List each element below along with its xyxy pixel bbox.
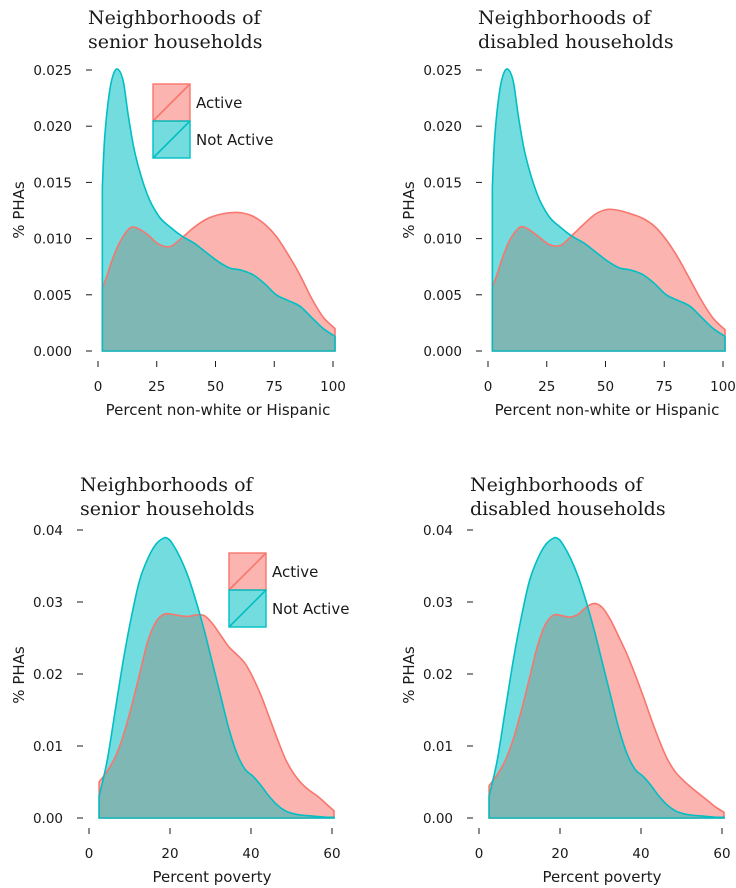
legend: Active Not Active bbox=[228, 552, 349, 628]
y-tick-label: 0.00 bbox=[33, 811, 63, 827]
y-tick-label: 0.01 bbox=[423, 739, 453, 755]
legend-label: Active bbox=[272, 563, 318, 581]
panel-title-line1: Neighborhoods of bbox=[80, 474, 255, 496]
y-tick-label: 0.015 bbox=[423, 175, 462, 191]
panel-title-line2: senior households bbox=[80, 498, 254, 520]
y-tick-label: 0.025 bbox=[33, 63, 72, 79]
y-tick-label: 0.02 bbox=[33, 667, 63, 683]
x-tick-label: 25 bbox=[148, 379, 165, 395]
y-tick-label: 0.005 bbox=[33, 288, 72, 304]
x-tick-label: 60 bbox=[323, 846, 340, 862]
series-overlap-area bbox=[492, 209, 725, 351]
y-tick-label: 0.025 bbox=[423, 63, 462, 79]
x-tick-label: 20 bbox=[161, 846, 178, 862]
x-tick-label: 75 bbox=[266, 379, 283, 395]
legend-key-not-active-line bbox=[152, 120, 191, 159]
x-tick-label: 25 bbox=[538, 379, 555, 395]
series-not-active-line bbox=[491, 68, 726, 352]
x-tick-label: 0 bbox=[85, 846, 94, 862]
y-tick-label: 0.04 bbox=[423, 523, 453, 539]
legend-key-active-line bbox=[152, 83, 191, 122]
x-tick-label: 40 bbox=[632, 846, 649, 862]
series-active-line bbox=[101, 211, 336, 352]
y-tick-label: 0.005 bbox=[423, 288, 462, 304]
y-tick-label: 0.03 bbox=[33, 595, 63, 611]
panel-top-left: Neighborhoods of senior households Perce… bbox=[10, 7, 346, 419]
x-tick-label: 0 bbox=[94, 379, 103, 395]
panel-title-line1: Neighborhoods of bbox=[88, 7, 263, 29]
panel-title-line1: Neighborhoods of bbox=[478, 7, 653, 29]
x-axis-label: Percent poverty bbox=[153, 868, 272, 886]
panel-title-line2: disabled households bbox=[478, 31, 674, 53]
x-tick-label: 75 bbox=[656, 379, 673, 395]
x-axis-label: Percent poverty bbox=[543, 868, 662, 886]
y-tick-label: 0.02 bbox=[423, 667, 453, 683]
legend-key-active-line bbox=[228, 552, 267, 591]
series-overlap-area bbox=[99, 613, 334, 818]
legend-key-not-active-line bbox=[228, 589, 267, 628]
panel-top-right: Neighborhoods of disabled households Per… bbox=[400, 7, 736, 419]
x-axis-label: Percent non-white or Hispanic bbox=[495, 401, 720, 419]
series-active-line bbox=[98, 612, 335, 819]
x-tick-label: 0 bbox=[475, 846, 484, 862]
legend-label: Active bbox=[196, 94, 242, 112]
legend-label: Not Active bbox=[196, 131, 273, 149]
y-tick-label: 0.010 bbox=[33, 232, 72, 248]
legend-label: Not Active bbox=[272, 600, 349, 618]
x-tick-label: 60 bbox=[713, 846, 730, 862]
y-tick-label: 0.000 bbox=[33, 344, 72, 360]
series-active-line bbox=[491, 208, 726, 352]
series-not-active-line bbox=[98, 536, 335, 819]
x-tick-label: 50 bbox=[207, 379, 224, 395]
y-tick-label: 0.00 bbox=[423, 811, 453, 827]
y-tick-label: 0.03 bbox=[423, 595, 453, 611]
panel-title-line2: disabled households bbox=[470, 498, 666, 520]
x-tick-label: 100 bbox=[710, 379, 736, 395]
x-axis-label: Percent non-white or Hispanic bbox=[106, 401, 331, 419]
y-axis-label: % PHAs bbox=[400, 646, 418, 704]
panel-title-line2: senior households bbox=[88, 31, 262, 53]
x-tick-label: 20 bbox=[551, 846, 568, 862]
y-tick-label: 0.015 bbox=[33, 175, 72, 191]
x-tick-label: 100 bbox=[320, 379, 346, 395]
y-tick-label: 0.020 bbox=[423, 119, 462, 135]
series-overlap-area bbox=[102, 212, 335, 351]
y-tick-label: 0.010 bbox=[423, 232, 462, 248]
y-axis-label: % PHAs bbox=[400, 181, 418, 239]
x-tick-label: 50 bbox=[597, 379, 614, 395]
panel-bottom-right: Neighborhoods of disabled households Per… bbox=[400, 474, 731, 886]
y-tick-label: 0.000 bbox=[423, 344, 462, 360]
x-tick-label: 0 bbox=[484, 379, 493, 395]
panel-bottom-left: Neighborhoods of senior households Perce… bbox=[10, 474, 349, 886]
series-active-line bbox=[488, 602, 725, 819]
x-tick-label: 40 bbox=[242, 846, 259, 862]
y-axis-label: % PHAs bbox=[10, 646, 28, 704]
y-axis-label: % PHAs bbox=[10, 181, 28, 239]
series-not-active-line bbox=[488, 536, 725, 819]
y-tick-label: 0.04 bbox=[33, 523, 63, 539]
y-tick-label: 0.020 bbox=[33, 119, 72, 135]
legend: Active Not Active bbox=[152, 83, 273, 159]
y-tick-label: 0.01 bbox=[33, 739, 63, 755]
panel-title-line1: Neighborhoods of bbox=[470, 474, 645, 496]
series-not-active-line bbox=[101, 68, 336, 352]
